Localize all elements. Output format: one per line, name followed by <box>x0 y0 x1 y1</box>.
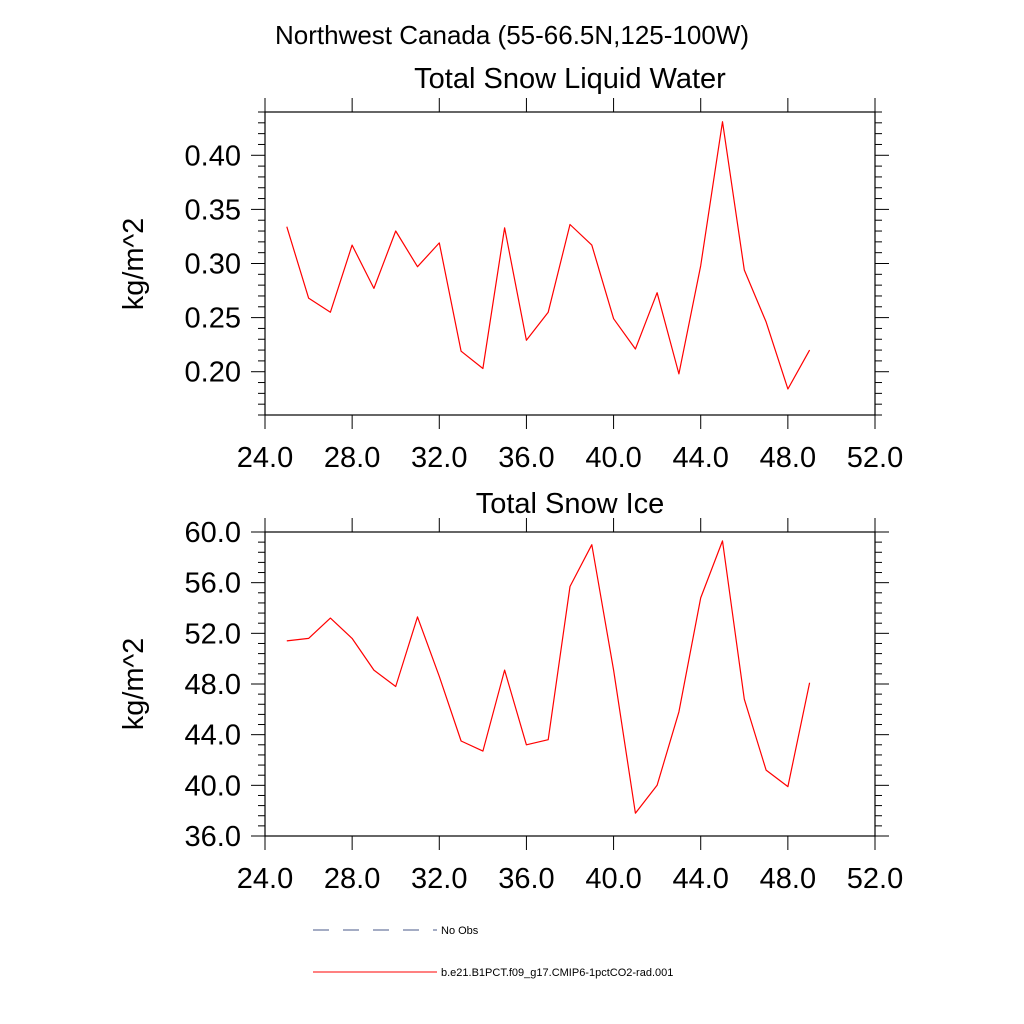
chart-title: Total Snow Ice <box>476 488 665 520</box>
series-group <box>286 121 811 390</box>
legend-label: b.e21.B1PCT.f09_g17.CMIP6-1pctCO2-rad.00… <box>441 967 673 979</box>
y-tick-label: 0.25 <box>185 303 241 335</box>
y-tick-label: 36.0 <box>185 821 241 853</box>
legend-label: No Obs <box>441 925 479 937</box>
legend-entry: No Obs <box>313 925 479 937</box>
x-tick-label: 48.0 <box>760 863 816 895</box>
y-tick-label: 0.40 <box>185 140 241 172</box>
chart-title: Total Snow Liquid Water <box>414 63 726 95</box>
y-tick-label: 44.0 <box>185 720 241 752</box>
series-line <box>286 540 811 814</box>
x-tick-label: 32.0 <box>411 863 467 895</box>
y-tick-label: 0.20 <box>185 357 241 389</box>
y-tick-label: 0.35 <box>185 194 241 226</box>
y-axis-label: kg/m^2 <box>118 638 150 731</box>
series-line <box>286 121 811 390</box>
x-tick-label: 52.0 <box>847 863 903 895</box>
y-tick-labels: 36.0 40.0 44.0 48.0 52.0 56.0 60.0 <box>185 517 241 853</box>
x-tick-label: 44.0 <box>672 442 728 474</box>
x-tick-label: 36.0 <box>498 863 554 895</box>
x-tick-label: 52.0 <box>847 442 903 474</box>
series-group <box>286 540 811 814</box>
x-tick-label: 28.0 <box>324 863 380 895</box>
x-tick-labels: 24.0 28.0 32.0 36.0 40.0 44.0 48.0 52.0 <box>237 442 903 474</box>
y-tick-label: 40.0 <box>185 770 241 802</box>
legend-entry: b.e21.B1PCT.f09_g17.CMIP6-1pctCO2-rad.00… <box>313 967 673 979</box>
x-tick-labels: 24.0 28.0 32.0 36.0 40.0 44.0 48.0 52.0 <box>237 863 903 895</box>
x-tick-label: 44.0 <box>672 863 728 895</box>
y-tick-label: 60.0 <box>185 517 241 549</box>
y-tick-label: 56.0 <box>185 568 241 600</box>
chart-panel-snow-ice: Total Snow Ice 24.0 28.0 32.0 36.0 40.0 44.0 4… <box>118 488 903 895</box>
axis-ticks <box>251 98 889 429</box>
x-tick-label: 24.0 <box>237 442 293 474</box>
y-tick-label: 48.0 <box>185 669 241 701</box>
chart-panel-snow-liquid-water: Total Snow Liquid Water 24.0 28.0 32.0 36.0… <box>118 63 903 474</box>
figure-main-title: Northwest Canada (55-66.5N,125-100W) <box>275 20 749 50</box>
x-tick-label: 40.0 <box>585 863 641 895</box>
x-tick-label: 32.0 <box>411 442 467 474</box>
y-tick-label: 0.30 <box>185 249 241 281</box>
y-tick-labels: 0.20 0.25 0.30 0.35 0.40 <box>185 140 241 388</box>
x-tick-label: 24.0 <box>237 863 293 895</box>
x-tick-label: 36.0 <box>498 442 554 474</box>
x-tick-label: 40.0 <box>585 442 641 474</box>
x-tick-label: 48.0 <box>760 442 816 474</box>
axis-ticks <box>251 518 889 850</box>
legend: No Obs b.e21.B1PCT.f09_g17.CMIP6-1pctCO2-… <box>313 925 673 979</box>
y-axis-label: kg/m^2 <box>118 218 150 311</box>
y-tick-label: 52.0 <box>185 618 241 650</box>
x-tick-label: 28.0 <box>324 442 380 474</box>
